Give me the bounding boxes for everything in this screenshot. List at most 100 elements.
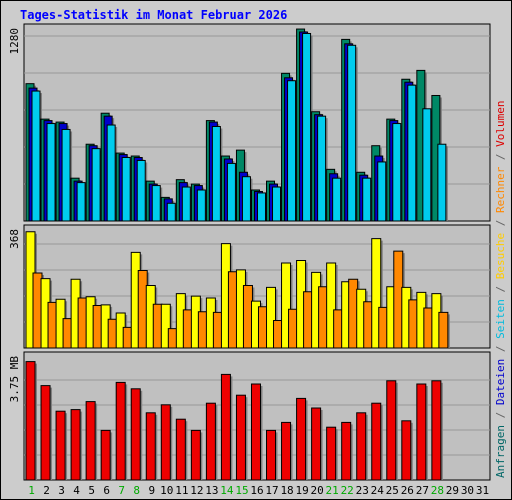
x-tick-label: 25 bbox=[386, 484, 399, 497]
x-tick-label: 27 bbox=[416, 484, 429, 497]
legend-entry-1: / bbox=[494, 405, 507, 425]
x-tick-label: 19 bbox=[295, 484, 308, 497]
x-tick-label: 2 bbox=[43, 484, 50, 497]
legend-entry-8: Rechner bbox=[494, 166, 507, 213]
legend-entry-7: / bbox=[494, 213, 507, 233]
bar-seiten-day-17 bbox=[272, 186, 282, 222]
x-tick-label: 16 bbox=[250, 484, 263, 497]
bar-seiten-day-13 bbox=[211, 126, 221, 222]
bar-volumen-day-25 bbox=[386, 380, 397, 481]
bar-volumen-day-20 bbox=[311, 407, 322, 481]
x-tick-label: 20 bbox=[311, 484, 324, 497]
bar-seiten-day-21 bbox=[332, 177, 342, 222]
x-tick-label: 17 bbox=[265, 484, 278, 497]
bar-volumen-day-2 bbox=[40, 385, 51, 481]
bar-volumen-day-13 bbox=[205, 402, 216, 481]
bar-seiten-day-19 bbox=[302, 32, 312, 222]
bar-volumen-day-6 bbox=[100, 429, 111, 481]
x-tick-label: 30 bbox=[461, 484, 474, 497]
x-tick-label: 31 bbox=[476, 484, 489, 497]
bar-volumen-day-11 bbox=[175, 418, 186, 481]
x-tick-label: 28 bbox=[431, 484, 444, 497]
legend-entry-4: Seiten bbox=[494, 299, 507, 339]
y-max-label-visits: 368 bbox=[8, 229, 21, 249]
x-tick-label: 8 bbox=[133, 484, 140, 497]
legend-entry-0: Anfragen bbox=[494, 425, 507, 478]
bar-seiten-day-16 bbox=[256, 192, 266, 222]
bar-volumen-day-19 bbox=[296, 397, 307, 481]
x-tick-label: 24 bbox=[371, 484, 385, 497]
bar-volumen-day-18 bbox=[281, 421, 292, 481]
bar-volumen-day-28 bbox=[431, 380, 442, 481]
bar-seiten-day-11 bbox=[181, 186, 191, 222]
bar-seiten-day-12 bbox=[196, 189, 206, 222]
bar-volumen-day-21 bbox=[326, 426, 337, 481]
bar-seiten-day-18 bbox=[287, 80, 297, 222]
bar-volumen-day-24 bbox=[371, 402, 382, 481]
bar-volumen-day-16 bbox=[250, 383, 261, 481]
x-tick-label: 15 bbox=[235, 484, 248, 497]
bar-volumen-day-3 bbox=[55, 410, 66, 481]
x-tick-label: 22 bbox=[341, 484, 354, 497]
bar-seiten-day-4 bbox=[76, 182, 86, 222]
legend-entry-5: / bbox=[494, 279, 507, 299]
bar-volumen-day-15 bbox=[235, 394, 246, 481]
x-tick-label: 7 bbox=[118, 484, 125, 497]
x-tick-label: 12 bbox=[190, 484, 203, 497]
legend-entry-2: Dateien bbox=[494, 359, 507, 405]
bar-seiten-day-8 bbox=[136, 159, 146, 222]
x-tick-label: 11 bbox=[175, 484, 188, 497]
x-tick-label: 4 bbox=[73, 484, 80, 497]
bar-seiten-day-14 bbox=[226, 162, 236, 222]
series-legend: Anfragen / Dateien / Seiten / Besuche / … bbox=[494, 100, 507, 478]
bar-volumen-day-27 bbox=[416, 383, 427, 481]
y-max-label-volume: 3.75 MB bbox=[8, 356, 21, 403]
bar-besuche-day-18 bbox=[281, 262, 292, 349]
bar-seiten-day-26 bbox=[407, 84, 417, 222]
bar-volumen-day-12 bbox=[190, 429, 201, 481]
bar-besuche-day-24 bbox=[371, 238, 382, 349]
bar-besuche-day-21 bbox=[326, 262, 337, 349]
x-tick-label: 3 bbox=[58, 484, 65, 497]
bar-volumen-day-17 bbox=[266, 429, 277, 481]
bar-seiten-day-23 bbox=[362, 177, 372, 222]
legend-entry-3: / bbox=[494, 339, 507, 359]
bar-seiten-day-24 bbox=[377, 161, 387, 222]
bar-seiten-day-3 bbox=[61, 128, 71, 222]
x-tick-label: 23 bbox=[356, 484, 369, 497]
legend-entry-6: Besuche bbox=[494, 233, 507, 279]
bar-volumen-day-5 bbox=[85, 401, 96, 481]
legend-entry-10: Volumen bbox=[494, 100, 507, 146]
bar-seiten-day-15 bbox=[241, 176, 251, 222]
bar-seiten-day-10 bbox=[166, 202, 176, 222]
bar-volumen-day-23 bbox=[356, 412, 367, 481]
bar-volumen-day-9 bbox=[145, 412, 156, 481]
chart-title: Tages-Statistik im Monat Februar 2026 bbox=[20, 8, 287, 22]
x-tick-label: 13 bbox=[205, 484, 218, 497]
bar-seiten-day-6 bbox=[106, 124, 116, 222]
x-tick-label: 29 bbox=[446, 484, 459, 497]
bar-volumen-day-10 bbox=[160, 404, 171, 481]
bar-volumen-day-1 bbox=[25, 361, 36, 481]
bar-seiten-day-2 bbox=[46, 123, 56, 222]
x-tick-label: 1 bbox=[28, 484, 35, 497]
bar-seiten-day-20 bbox=[317, 115, 327, 222]
bar-seiten-day-28 bbox=[437, 143, 447, 222]
bar-volumen-day-22 bbox=[341, 421, 352, 481]
x-tick-label: 5 bbox=[88, 484, 95, 497]
bar-seiten-day-25 bbox=[392, 123, 402, 222]
x-tick-label: 18 bbox=[280, 484, 293, 497]
bar-seiten-day-7 bbox=[121, 157, 131, 222]
x-tick-label: 9 bbox=[148, 484, 155, 497]
bar-volumen-day-14 bbox=[220, 373, 231, 481]
y-max-label-requests: 1280 bbox=[8, 28, 21, 55]
bar-seiten-day-9 bbox=[151, 185, 161, 222]
bar-seiten-day-5 bbox=[91, 148, 101, 222]
x-tick-label: 6 bbox=[103, 484, 110, 497]
x-tick-label: 10 bbox=[160, 484, 173, 497]
bar-seiten-day-22 bbox=[347, 44, 357, 222]
bar-besuche-day-10 bbox=[160, 303, 171, 349]
bar-besuche-day-17 bbox=[266, 286, 277, 349]
x-tick-label: 14 bbox=[220, 484, 234, 497]
